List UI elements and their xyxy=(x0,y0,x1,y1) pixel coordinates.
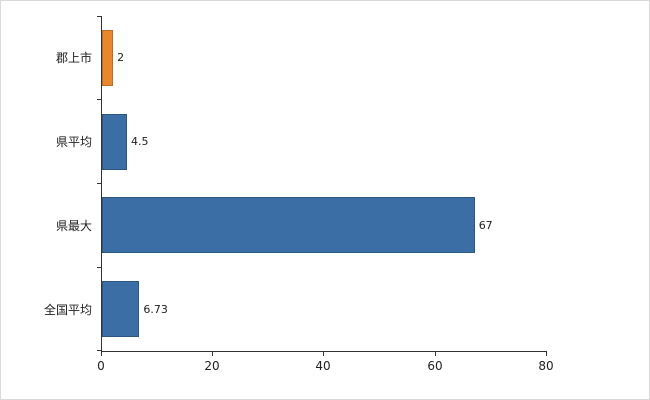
category-label: 郡上市 xyxy=(55,51,92,66)
x-axis-tick xyxy=(323,352,324,356)
chart-row: 全国平均 6.73 xyxy=(44,267,547,351)
bar xyxy=(102,281,140,338)
value-label: 4.5 xyxy=(131,135,149,149)
y-axis-tick xyxy=(97,350,101,351)
bar-rows: 郡上市 2 県平均 4.5 県最大 67 全国平均 6.73 xyxy=(44,16,547,351)
category-label: 全国平均 xyxy=(43,302,92,317)
x-axis-label: 80 xyxy=(538,359,554,373)
chart-row: 県最大 67 xyxy=(56,184,547,268)
category-label: 県平均 xyxy=(55,135,92,150)
y-axis-tick xyxy=(97,183,101,184)
x-axis-tick xyxy=(546,352,547,356)
value-label: 6.73 xyxy=(143,302,168,316)
x-axis-label: 40 xyxy=(315,359,331,373)
category-label: 県最大 xyxy=(55,218,92,233)
chart-row: 県平均 4.5 xyxy=(56,100,547,184)
bar xyxy=(102,29,114,86)
x-axis-tick xyxy=(101,352,102,356)
bar xyxy=(102,197,475,254)
x-axis-tick xyxy=(212,352,213,356)
value-label: 2 xyxy=(117,51,125,65)
x-axis-label: 20 xyxy=(204,359,220,373)
x-axis-label: 0 xyxy=(97,359,105,373)
bar xyxy=(102,113,127,170)
x-axis-tick xyxy=(435,352,436,356)
chart-row: 郡上市 2 xyxy=(56,16,547,100)
plot-area: 郡上市 2 県平均 4.5 県最大 67 全国平均 6.73 xyxy=(44,16,547,352)
y-axis-tick xyxy=(97,16,101,17)
y-axis-tick xyxy=(97,267,101,268)
y-axis-tick xyxy=(97,99,101,100)
value-label: 67 xyxy=(478,218,493,232)
x-axis-label: 60 xyxy=(427,359,443,373)
